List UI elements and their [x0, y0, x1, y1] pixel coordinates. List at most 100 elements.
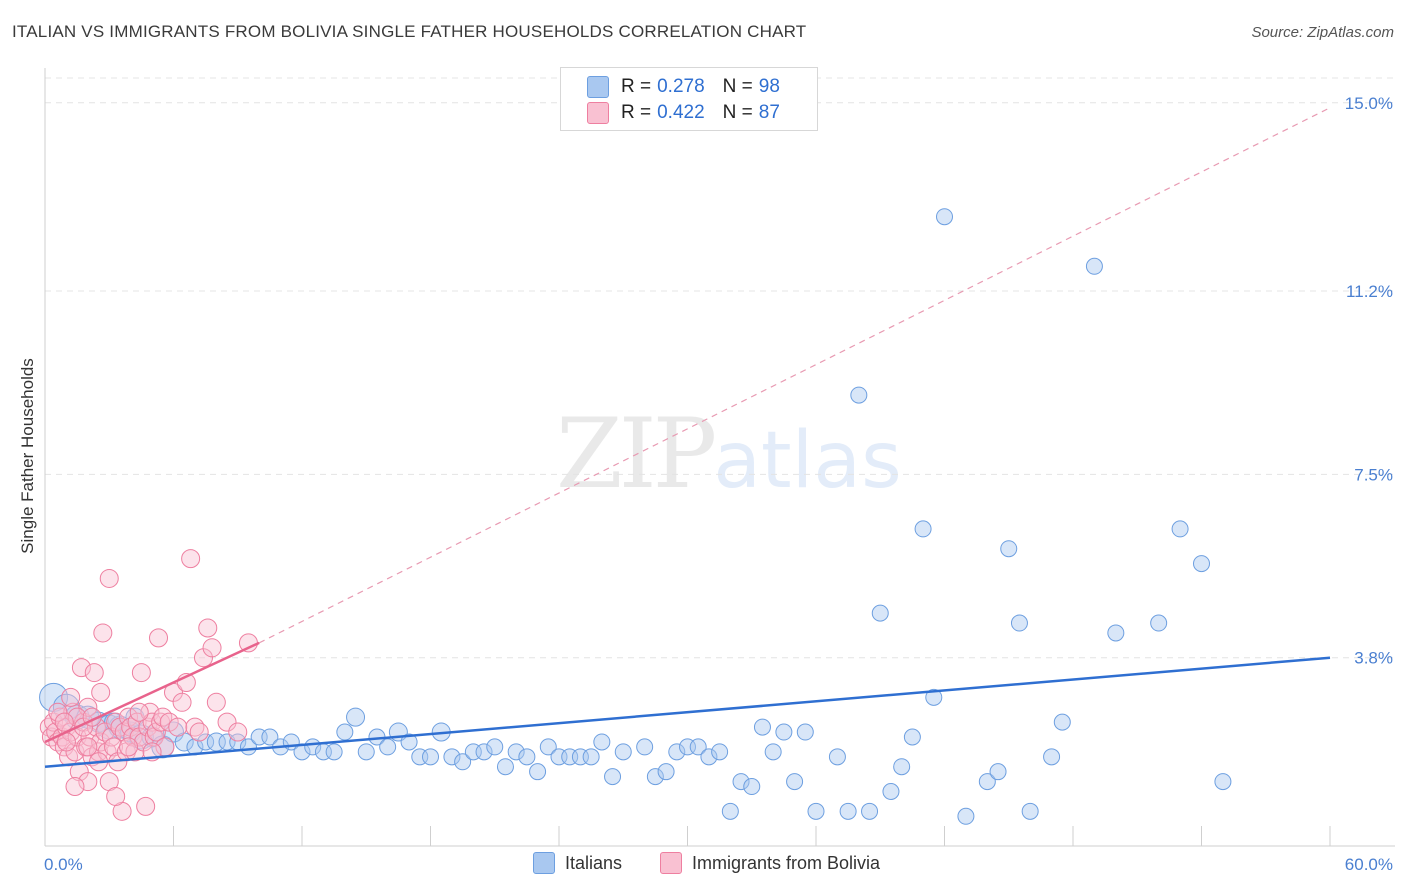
legend-swatch-bolivia [587, 102, 609, 124]
bolivia-point [228, 722, 248, 742]
bolivia-point [217, 712, 237, 732]
italians-point [957, 807, 975, 825]
bolivia-point [153, 707, 173, 727]
bolivia-point [78, 697, 98, 717]
italians-point [743, 778, 761, 796]
italians-point [914, 520, 932, 538]
bolivia-point [181, 549, 201, 569]
legend-n-value: 98 [758, 76, 780, 97]
italians-point [828, 748, 846, 766]
bolivia-point [93, 623, 113, 643]
watermark-atlas: atlas [713, 416, 902, 506]
y-tick-label: 11.2% [1346, 282, 1393, 301]
bolivia-point [106, 786, 126, 806]
italians-point [197, 733, 215, 751]
italians-point [807, 802, 825, 820]
italians-point [507, 743, 525, 761]
legend-row-italians: R = 0.278 N = 98 [587, 75, 780, 99]
italians-point [346, 707, 366, 727]
italians-point [732, 773, 750, 791]
italians-point [336, 723, 354, 741]
italians-point [379, 738, 397, 756]
bolivia-point [71, 658, 91, 678]
italians-point [1085, 257, 1103, 275]
italians-point [936, 208, 953, 226]
bolivia-point [123, 727, 143, 747]
italians-point [721, 802, 739, 820]
chart-source: Source: ZipAtlas.com [1251, 24, 1394, 41]
italians-point [871, 604, 889, 622]
italians-point [614, 743, 632, 761]
legend-n-value: 87 [758, 102, 780, 123]
legend-r-value: 0.422 [657, 102, 705, 123]
watermark: ZIPatlas [556, 398, 902, 510]
bolivia-point [91, 682, 111, 702]
italians-point [764, 743, 782, 761]
bolivia-point [91, 732, 111, 752]
y-tick-label: 3.8% [1354, 649, 1393, 668]
italians-point [582, 748, 600, 766]
italians-point [989, 763, 1007, 781]
bolivia-point [65, 777, 85, 797]
italians-point [496, 758, 514, 776]
italians-point [604, 768, 622, 786]
italians-point [325, 743, 343, 761]
x-tick-label: 60.0% [1345, 855, 1393, 874]
bolivia-trend-line [44, 641, 260, 744]
italians-point [593, 733, 611, 751]
legend-swatch-italians [587, 76, 609, 98]
bolivia-point [198, 618, 218, 638]
italians-point [539, 738, 557, 756]
bolivia-point [189, 722, 209, 742]
bottom-legend-italians: Italians [533, 852, 622, 874]
italians-point [861, 802, 879, 820]
italians-point [454, 753, 472, 771]
bolivia-point [54, 712, 74, 732]
italians-point [475, 743, 493, 761]
italians-point [518, 748, 536, 766]
italians-point [700, 748, 718, 766]
bolivia-point [61, 687, 81, 707]
legend-n-label: N = [722, 102, 753, 123]
italians-point [1150, 614, 1168, 632]
italians-point [1043, 748, 1061, 766]
italians-point [1193, 555, 1210, 573]
bottom-legend-swatch-bolivia [660, 852, 682, 874]
bolivia-point [99, 568, 119, 588]
italians-point [893, 758, 911, 776]
bottom-legend-bolivia: Immigrants from Bolivia [660, 852, 880, 874]
bolivia-point [168, 717, 188, 737]
italians-point [646, 768, 664, 786]
legend-row-bolivia: R = 0.422 N = 87 [587, 101, 780, 125]
bottom-legend-label-italians: Italians [565, 852, 623, 873]
bolivia-point [78, 737, 98, 757]
italians-point [903, 728, 921, 746]
bolivia-point [131, 663, 151, 683]
legend-r-label: R = [621, 76, 652, 97]
bottom-legend-swatch-italians [533, 852, 555, 874]
italians-point [753, 718, 771, 736]
bolivia-point [104, 737, 124, 757]
italians-point [1021, 802, 1039, 820]
bolivia-trend-line-extension [258, 107, 1331, 644]
italians-point [925, 688, 943, 706]
legend-r-value: 0.278 [657, 76, 705, 97]
legend-r-label: R = [621, 102, 652, 123]
italians-point [443, 748, 461, 766]
italians-point [689, 738, 707, 756]
bolivia-point [95, 722, 115, 742]
italians-point [657, 763, 675, 781]
x-tick-label: 0.0% [44, 855, 83, 874]
italians-point [711, 743, 729, 761]
italians-point [529, 763, 547, 781]
italians-point [1171, 520, 1189, 538]
bolivia-point [202, 638, 222, 658]
italians-point [400, 733, 418, 751]
bolivia-point [129, 702, 149, 722]
bolivia-point [84, 663, 104, 683]
italians-point [882, 782, 900, 800]
legend-n-label: N = [722, 76, 753, 97]
bolivia-point [206, 692, 226, 712]
